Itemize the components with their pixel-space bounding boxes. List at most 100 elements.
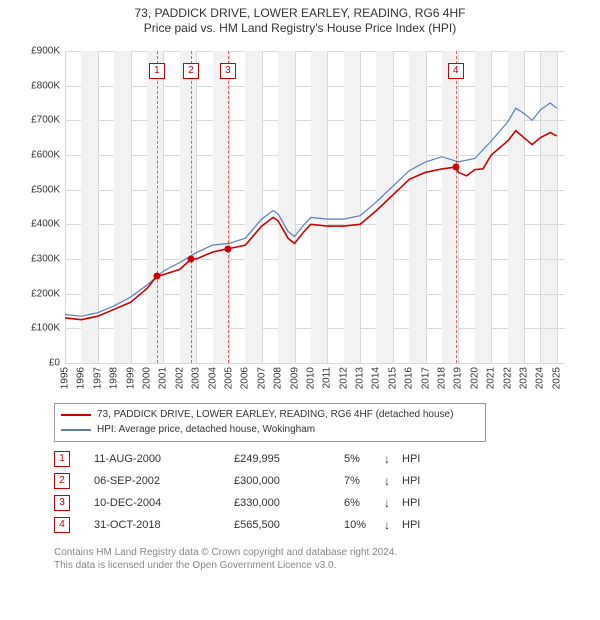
x-tick-label: 2005	[223, 367, 234, 389]
y-tick-label: £0	[20, 358, 60, 369]
marker-line	[456, 51, 457, 363]
x-tick-label: 2003	[191, 367, 202, 389]
transaction-pct: 7%	[344, 475, 384, 487]
transaction-point	[224, 245, 231, 252]
series-lines	[65, 51, 565, 363]
x-tick-label: 2022	[502, 367, 513, 389]
arrow-down-icon: ↓	[384, 452, 402, 466]
legend-label: 73, PADDICK DRIVE, LOWER EARLEY, READING…	[97, 407, 453, 422]
transaction-number: 2	[54, 473, 70, 489]
x-tick-label: 2025	[551, 367, 562, 389]
x-tick-label: 2015	[387, 367, 398, 389]
x-tick-label: 2018	[437, 367, 448, 389]
marker-label: 2	[183, 63, 199, 79]
footer-line-2: This data is licensed under the Open Gov…	[54, 559, 590, 572]
transaction-pct: 10%	[344, 519, 384, 531]
legend-swatch	[61, 429, 91, 431]
marker-line	[228, 51, 229, 363]
transaction-hpi-label: HPI	[402, 475, 442, 487]
x-tick-label: 2016	[404, 367, 415, 389]
x-tick-label: 1995	[60, 367, 71, 389]
y-tick-label: £300K	[20, 254, 60, 265]
hgrid	[65, 363, 565, 364]
legend: 73, PADDICK DRIVE, LOWER EARLEY, READING…	[54, 403, 486, 442]
y-tick-label: £500K	[20, 184, 60, 195]
transaction-row: 3 10-DEC-2004£330,0006%↓HPI	[54, 492, 590, 514]
x-tick-label: 2000	[141, 367, 152, 389]
x-tick-label: 1999	[125, 367, 136, 389]
x-tick-label: 2012	[338, 367, 349, 389]
legend-label: HPI: Average price, detached house, Woki…	[97, 422, 315, 437]
x-tick-label: 1998	[109, 367, 120, 389]
y-tick-label: £700K	[20, 115, 60, 126]
x-tick-label: 2021	[486, 367, 497, 389]
transaction-date: 31-OCT-2018	[94, 519, 234, 531]
legend-item: 73, PADDICK DRIVE, LOWER EARLEY, READING…	[61, 407, 479, 422]
transaction-point	[153, 273, 160, 280]
chart: 1 2 3 4 £0 £100K £200K £300K £400K £500K £600K £70…	[20, 39, 580, 397]
transaction-hpi-label: HPI	[402, 519, 442, 531]
x-tick-label: 2017	[420, 367, 431, 389]
x-tick-label: 2007	[256, 367, 267, 389]
transaction-point	[452, 164, 459, 171]
transactions-table: 111-AUG-2000£249,9955%↓HPI206-SEP-2002£3…	[54, 448, 590, 536]
x-tick-label: 2023	[519, 367, 530, 389]
transaction-price: £300,000	[234, 475, 344, 487]
x-tick-label: 2001	[158, 367, 169, 389]
transaction-pct: 5%	[344, 453, 384, 465]
title-main: 73, PADDICK DRIVE, LOWER EARLEY, READING…	[10, 6, 590, 20]
x-tick-label: 2002	[174, 367, 185, 389]
transaction-row: 4 31-OCT-2018£565,50010%↓HPI	[54, 514, 590, 536]
y-tick-label: £900K	[20, 46, 60, 57]
series-line	[65, 103, 557, 316]
transaction-number: 3	[54, 495, 70, 511]
transaction-date: 11-AUG-2000	[94, 453, 234, 465]
y-tick-label: £600K	[20, 150, 60, 161]
marker-line	[191, 51, 192, 363]
x-tick-label: 2024	[535, 367, 546, 389]
transaction-price: £330,000	[234, 497, 344, 509]
arrow-down-icon: ↓	[384, 518, 402, 532]
y-tick-label: £200K	[20, 288, 60, 299]
transaction-row: 2 06-SEP-2002£300,0007%↓HPI	[54, 470, 590, 492]
arrow-down-icon: ↓	[384, 496, 402, 510]
transaction-price: £249,995	[234, 453, 344, 465]
plot-area: 1 2 3 4	[65, 51, 565, 363]
marker-label: 4	[448, 63, 464, 79]
transaction-date: 10-DEC-2004	[94, 497, 234, 509]
x-tick-label: 2008	[273, 367, 284, 389]
transaction-number: 1	[54, 451, 70, 467]
legend-swatch	[61, 414, 91, 416]
transaction-pct: 6%	[344, 497, 384, 509]
transaction-row: 1 11-AUG-2000£249,9955%↓HPI	[54, 448, 590, 470]
footer-attribution: Contains HM Land Registry data © Crown c…	[54, 546, 590, 572]
chart-titles: 73, PADDICK DRIVE, LOWER EARLEY, READING…	[10, 6, 590, 35]
transaction-date: 06-SEP-2002	[94, 475, 234, 487]
marker-label: 1	[149, 63, 165, 79]
x-tick-label: 2013	[355, 367, 366, 389]
transaction-hpi-label: HPI	[402, 497, 442, 509]
marker-line	[157, 51, 158, 363]
x-tick-label: 2014	[371, 367, 382, 389]
x-tick-label: 1997	[92, 367, 103, 389]
x-tick-label: 1996	[76, 367, 87, 389]
x-tick-label: 2004	[207, 367, 218, 389]
legend-item: HPI: Average price, detached house, Woki…	[61, 422, 479, 437]
y-tick-label: £100K	[20, 323, 60, 334]
x-tick-label: 2020	[469, 367, 480, 389]
transaction-point	[187, 256, 194, 263]
x-tick-label: 2019	[453, 367, 464, 389]
transaction-price: £565,500	[234, 519, 344, 531]
x-tick-label: 2006	[240, 367, 251, 389]
y-tick-label: £800K	[20, 80, 60, 91]
transaction-hpi-label: HPI	[402, 453, 442, 465]
arrow-down-icon: ↓	[384, 474, 402, 488]
footer-line-1: Contains HM Land Registry data © Crown c…	[54, 546, 590, 559]
x-tick-label: 2009	[289, 367, 300, 389]
x-tick-label: 2010	[305, 367, 316, 389]
marker-label: 3	[220, 63, 236, 79]
x-tick-label: 2011	[322, 367, 333, 389]
y-tick-label: £400K	[20, 219, 60, 230]
transaction-number: 4	[54, 517, 70, 533]
title-sub: Price paid vs. HM Land Registry's House …	[10, 21, 590, 35]
